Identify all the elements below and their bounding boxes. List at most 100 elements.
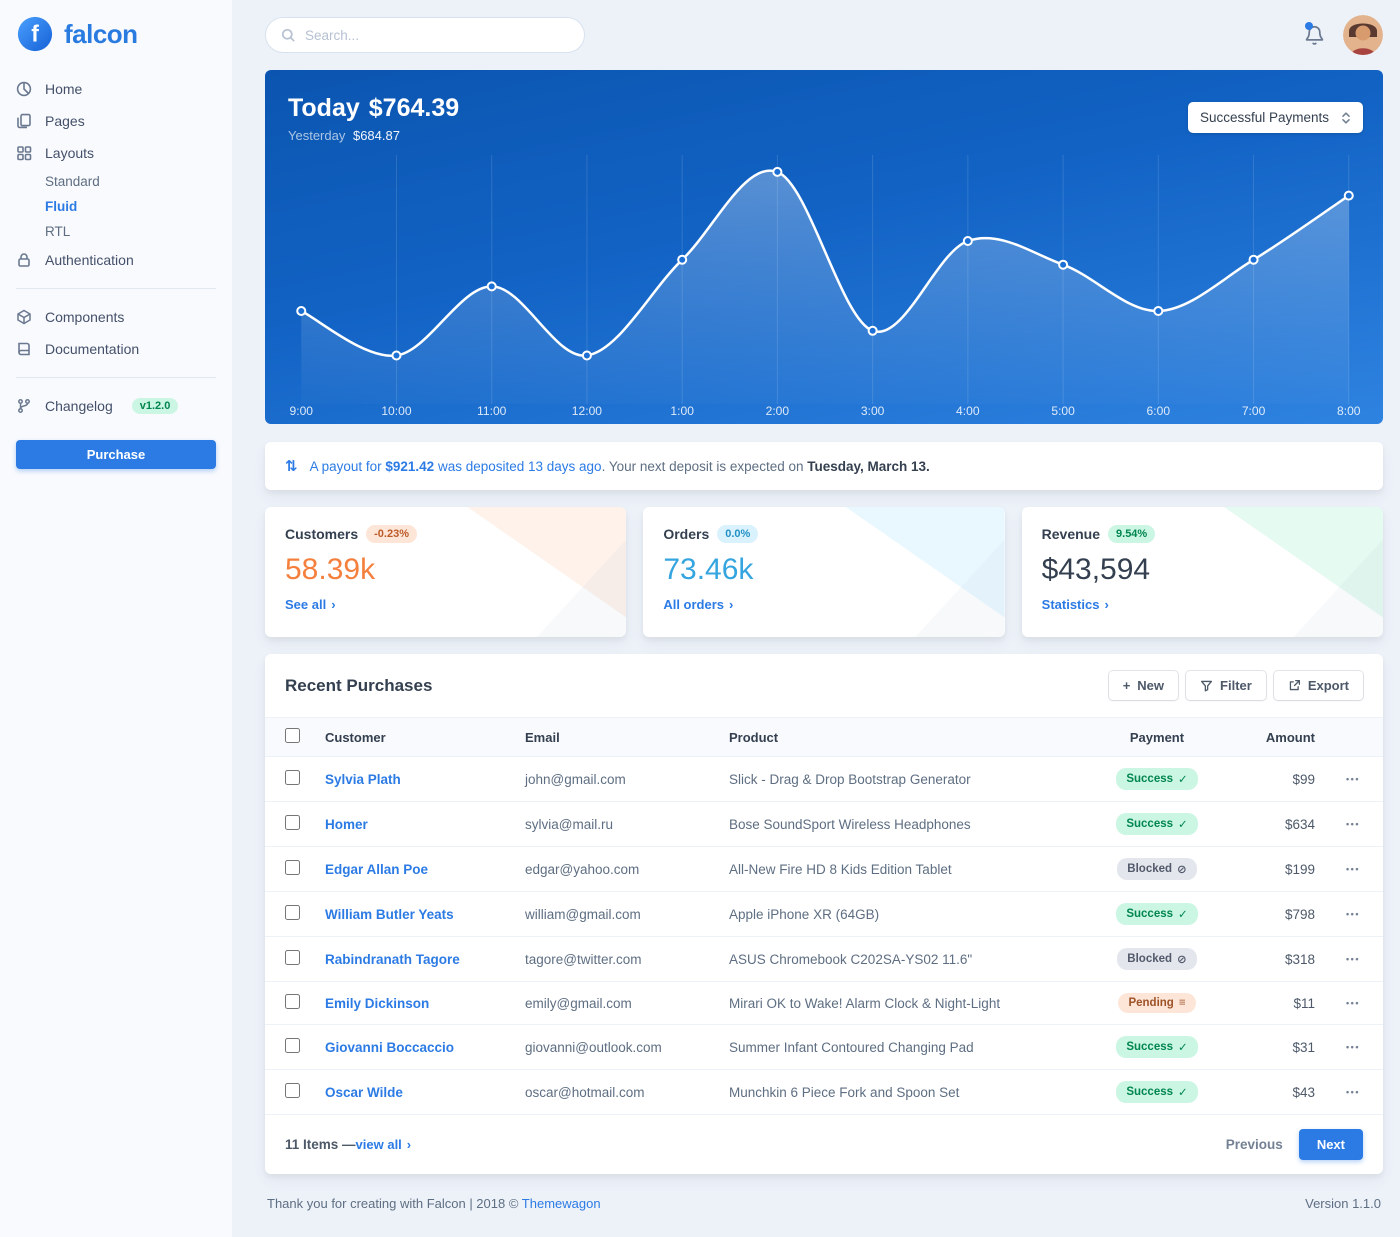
table-row: Giovanni Boccaccio giovanni@outlook.com … <box>265 1024 1383 1070</box>
footer-credits: Thank you for creating with Falcon | 201… <box>267 1196 601 1211</box>
sidebar-item-authentication[interactable]: Authentication <box>0 244 232 276</box>
row-checkbox[interactable] <box>285 1083 300 1098</box>
sidebar-item-components[interactable]: Components <box>0 301 232 333</box>
email-cell: edgar@yahoo.com <box>517 846 721 892</box>
table-header-row: Customer Email Product Payment Amount <box>265 717 1383 757</box>
select-all-checkbox[interactable] <box>285 728 300 743</box>
sidebar-item-rtl[interactable]: RTL <box>45 224 71 239</box>
purchase-button[interactable]: Purchase <box>16 440 216 469</box>
all-orders-link[interactable]: All orders › <box>663 597 734 612</box>
customer-link[interactable]: Rabindranath Tagore <box>325 951 460 967</box>
payments-filter-select[interactable]: Successful Payments <box>1187 102 1363 133</box>
sidebar-item-pages[interactable]: Pages <box>0 105 232 137</box>
chevron-right-icon: › <box>1104 597 1109 612</box>
search-input[interactable] <box>305 27 569 43</box>
customer-link[interactable]: Oscar Wilde <box>325 1084 403 1100</box>
sidebar-item-changelog[interactable]: Changelog v1.2.0 <box>0 390 232 422</box>
payment-badge: Blocked ⊘ <box>1117 948 1197 970</box>
search-box[interactable] <box>265 17 585 53</box>
sidebar-item-fluid[interactable]: Fluid <box>45 199 78 214</box>
row-checkbox[interactable] <box>285 860 300 875</box>
sidebar-item-label: Pages <box>45 113 85 129</box>
customer-link[interactable]: Edgar Allan Poe <box>325 861 429 877</box>
payment-badge: Blocked ⊘ <box>1117 858 1197 880</box>
payment-status-icon: ✓ <box>1178 909 1188 921</box>
chevron-right-icon: › <box>406 1137 412 1152</box>
main-content: Today $764.39 Yesterday $684.87 Successf… <box>233 0 1400 1237</box>
sidebar-item-documentation[interactable]: Documentation <box>0 333 232 365</box>
plus-icon: + <box>1122 678 1131 693</box>
row-checkbox[interactable] <box>285 905 300 920</box>
svg-text:6:00: 6:00 <box>1147 404 1171 418</box>
previous-button[interactable]: Previous <box>1225 1137 1283 1152</box>
stat-title: Revenue <box>1041 526 1101 542</box>
column-header-amount[interactable]: Amount <box>1227 717 1323 757</box>
row-actions-button[interactable]: ••• <box>1340 950 1366 968</box>
export-button[interactable]: Export <box>1273 671 1363 700</box>
next-button[interactable]: Next <box>1298 1129 1363 1160</box>
amount-cell: $43 <box>1227 1069 1323 1115</box>
filter-button[interactable]: Filter <box>1186 671 1266 700</box>
bell-icon <box>1304 25 1325 46</box>
sidebar-item-standard[interactable]: Standard <box>45 174 100 189</box>
version-badge: v1.2.0 <box>131 398 179 414</box>
statistics-link[interactable]: Statistics › <box>1041 597 1109 612</box>
payment-status-icon: ≡ <box>1178 997 1186 1009</box>
customer-link[interactable]: Giovanni Boccaccio <box>325 1039 455 1055</box>
row-checkbox[interactable] <box>285 815 300 830</box>
new-button[interactable]: + New <box>1108 671 1179 700</box>
customer-link[interactable]: William Butler Yeats <box>325 906 454 922</box>
svg-text:11:00: 11:00 <box>477 404 507 418</box>
sidebar-item-label: Changelog <box>45 398 113 414</box>
column-header-payment[interactable]: Payment <box>1087 717 1227 757</box>
sidebar: f falcon Home Pages Layouts Standard Flu… <box>0 0 233 1237</box>
amount-cell: $11 <box>1227 981 1323 1025</box>
email-cell: william@gmail.com <box>517 891 721 937</box>
customer-link[interactable]: Homer <box>325 816 368 832</box>
customer-link[interactable]: Sylvia Plath <box>325 771 401 787</box>
row-actions-button[interactable]: ••• <box>1340 815 1366 833</box>
email-cell: john@gmail.com <box>517 756 721 802</box>
row-actions-button[interactable]: ••• <box>1340 994 1366 1012</box>
stats-row: Customers -0.23% 58.39k See all › Orders … <box>265 507 1383 637</box>
see-all-link[interactable]: See all › <box>285 597 336 612</box>
sidebar-item-home[interactable]: Home <box>0 73 232 105</box>
payments-filter-value: Successful Payments <box>1199 110 1329 125</box>
sidebar-item-layouts[interactable]: Layouts <box>0 137 232 169</box>
row-actions-button[interactable]: ••• <box>1340 1038 1366 1056</box>
payment-badge: Success ✓ <box>1116 1036 1198 1058</box>
payment-badge: Success ✓ <box>1116 813 1198 835</box>
stat-card-orders: Orders 0.0% 73.46k All orders › <box>643 507 1005 637</box>
svg-text:3:00: 3:00 <box>861 404 885 418</box>
sidebar-item-label: Home <box>45 81 83 97</box>
view-all-link[interactable]: view all › <box>355 1137 412 1152</box>
row-actions-button[interactable]: ••• <box>1340 860 1366 878</box>
row-actions-button[interactable]: ••• <box>1340 770 1366 788</box>
row-checkbox[interactable] <box>285 950 300 965</box>
lock-icon <box>16 252 32 268</box>
column-header-customer[interactable]: Customer <box>317 717 517 757</box>
product-cell: All-New Fire HD 8 Kids Edition Tablet <box>721 846 1087 892</box>
themewagon-link[interactable]: Themewagon <box>521 1196 601 1211</box>
book-icon <box>16 341 32 357</box>
column-header-email[interactable]: Email <box>517 717 721 757</box>
page-footer: Thank you for creating with Falcon | 201… <box>265 1174 1383 1237</box>
row-checkbox[interactable] <box>285 1038 300 1053</box>
payout-link[interactable]: A payout for $921.42 was deposited 13 da… <box>309 458 602 474</box>
row-actions-button[interactable]: ••• <box>1340 905 1366 923</box>
payment-status-icon: ✓ <box>1178 819 1188 831</box>
payment-status-icon: ✓ <box>1178 1087 1188 1099</box>
chart-heading: Today $764.39 Yesterday $684.87 <box>288 94 459 143</box>
avatar[interactable] <box>1343 15 1383 55</box>
column-header-product[interactable]: Product <box>721 717 1087 757</box>
product-cell: Mirari OK to Wake! Alarm Clock & Night-L… <box>721 981 1087 1025</box>
notifications-button[interactable] <box>1304 21 1325 46</box>
brand-logo[interactable]: f falcon <box>0 0 232 73</box>
customer-link[interactable]: Emily Dickinson <box>325 995 430 1011</box>
svg-text:2:00: 2:00 <box>766 404 790 418</box>
row-checkbox[interactable] <box>285 770 300 785</box>
row-actions-button[interactable]: ••• <box>1340 1083 1366 1101</box>
row-checkbox[interactable] <box>285 994 300 1009</box>
cube-icon <box>16 309 32 325</box>
pie-chart-icon <box>16 81 32 97</box>
